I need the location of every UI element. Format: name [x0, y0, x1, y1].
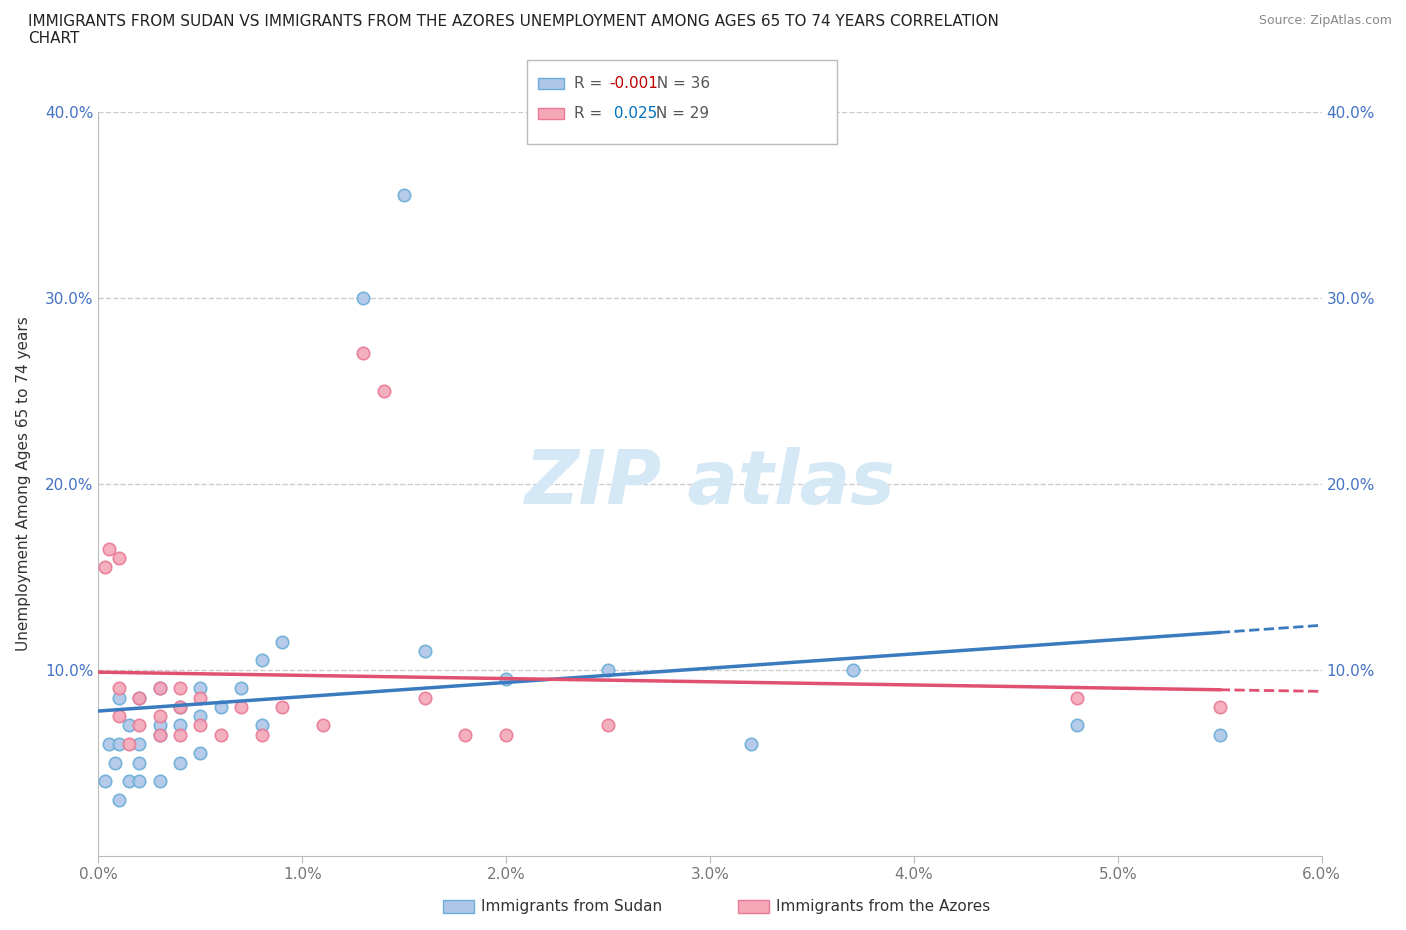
Point — [104, 755, 127, 770]
Point — [598, 662, 620, 677]
Point — [188, 690, 212, 705]
Point — [128, 718, 150, 733]
Point — [598, 718, 620, 733]
Point — [149, 774, 172, 789]
Point — [373, 383, 395, 398]
Point — [149, 709, 172, 724]
Point — [108, 681, 131, 696]
Point — [188, 718, 212, 733]
Point — [209, 699, 232, 714]
Point — [1208, 699, 1232, 714]
Text: ZIP atlas: ZIP atlas — [524, 447, 896, 520]
Point — [108, 551, 131, 565]
Point — [128, 755, 150, 770]
Point — [169, 699, 191, 714]
Point — [250, 653, 273, 668]
Point — [188, 681, 212, 696]
Point — [270, 699, 292, 714]
Point — [108, 690, 131, 705]
Point — [169, 681, 191, 696]
Point — [128, 690, 150, 705]
Point — [149, 727, 172, 742]
Point — [108, 737, 131, 751]
Point — [209, 727, 232, 742]
Point — [188, 746, 212, 761]
Point — [97, 737, 120, 751]
Point — [495, 727, 517, 742]
Point — [1066, 718, 1088, 733]
Point — [118, 718, 141, 733]
Point — [392, 188, 416, 203]
Point — [454, 727, 477, 742]
Point — [188, 709, 212, 724]
Point — [1208, 727, 1232, 742]
Point — [149, 727, 172, 742]
Point — [93, 774, 115, 789]
Text: Source: ZipAtlas.com: Source: ZipAtlas.com — [1258, 14, 1392, 27]
Point — [149, 718, 172, 733]
Point — [352, 346, 374, 361]
Point — [108, 792, 131, 807]
Point — [352, 290, 374, 305]
Point — [250, 727, 273, 742]
Point — [1066, 690, 1088, 705]
Point — [740, 737, 762, 751]
Point — [93, 560, 115, 575]
Text: N = 29: N = 29 — [651, 106, 709, 121]
Point — [169, 699, 191, 714]
Point — [128, 774, 150, 789]
Point — [149, 681, 172, 696]
Point — [250, 718, 273, 733]
Point — [413, 690, 436, 705]
Text: R =: R = — [574, 76, 607, 91]
Point — [495, 671, 517, 686]
Point — [118, 737, 141, 751]
Text: 0.025: 0.025 — [609, 106, 657, 121]
Point — [231, 681, 253, 696]
Point — [169, 727, 191, 742]
Point — [231, 699, 253, 714]
Point — [97, 541, 120, 556]
Text: Immigrants from Sudan: Immigrants from Sudan — [481, 899, 662, 914]
Point — [128, 690, 150, 705]
Point — [413, 644, 436, 658]
Text: IMMIGRANTS FROM SUDAN VS IMMIGRANTS FROM THE AZORES UNEMPLOYMENT AMONG AGES 65 T: IMMIGRANTS FROM SUDAN VS IMMIGRANTS FROM… — [28, 14, 1000, 46]
Point — [270, 634, 292, 649]
Y-axis label: Unemployment Among Ages 65 to 74 years: Unemployment Among Ages 65 to 74 years — [17, 316, 31, 651]
Point — [108, 709, 131, 724]
Point — [118, 774, 141, 789]
Point — [841, 662, 863, 677]
Text: R =: R = — [574, 106, 607, 121]
Point — [149, 681, 172, 696]
Point — [128, 737, 150, 751]
Point — [169, 718, 191, 733]
Point — [311, 718, 335, 733]
Text: Immigrants from the Azores: Immigrants from the Azores — [776, 899, 990, 914]
Point — [169, 755, 191, 770]
Text: -0.001: -0.001 — [609, 76, 658, 91]
Text: N = 36: N = 36 — [647, 76, 710, 91]
